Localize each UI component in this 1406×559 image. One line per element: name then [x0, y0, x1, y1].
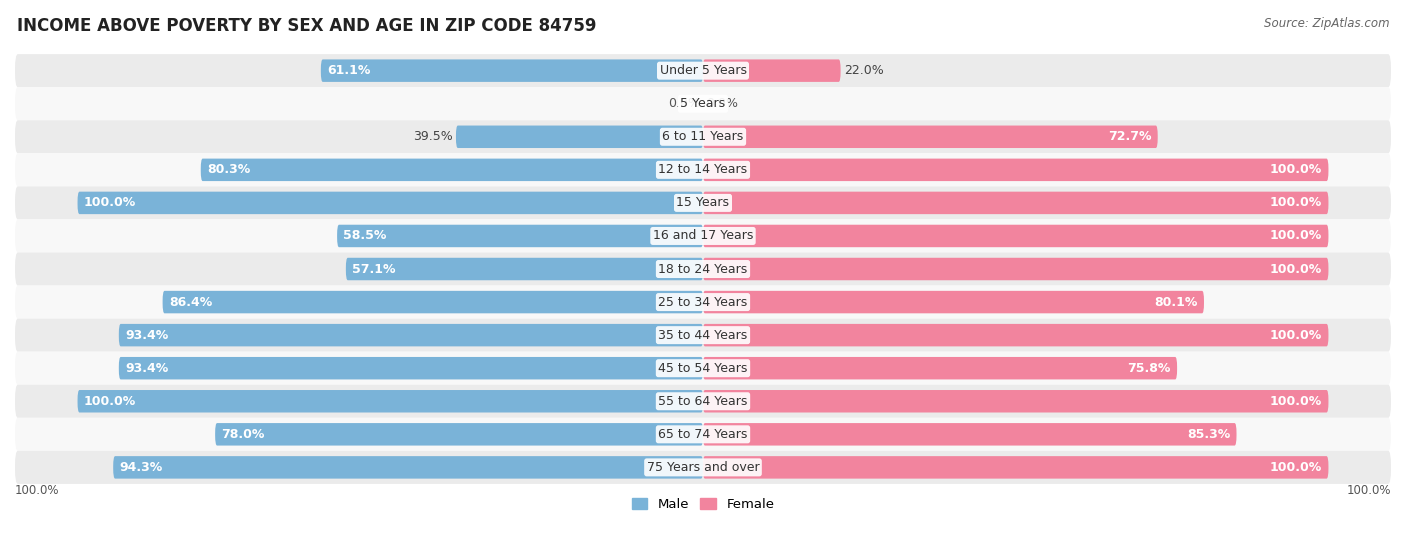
Text: 16 and 17 Years: 16 and 17 Years [652, 229, 754, 243]
Text: 72.7%: 72.7% [1108, 130, 1152, 143]
FancyBboxPatch shape [114, 456, 703, 479]
FancyBboxPatch shape [15, 54, 1391, 87]
FancyBboxPatch shape [201, 159, 703, 181]
Legend: Male, Female: Male, Female [626, 492, 780, 516]
Text: 39.5%: 39.5% [413, 130, 453, 143]
FancyBboxPatch shape [15, 120, 1391, 153]
Text: 5 Years: 5 Years [681, 97, 725, 110]
FancyBboxPatch shape [703, 225, 1329, 247]
Text: 25 to 34 Years: 25 to 34 Years [658, 296, 748, 309]
FancyBboxPatch shape [703, 59, 841, 82]
Text: 93.4%: 93.4% [125, 362, 169, 375]
FancyBboxPatch shape [120, 324, 703, 347]
FancyBboxPatch shape [15, 87, 1391, 120]
Text: Under 5 Years: Under 5 Years [659, 64, 747, 77]
Text: 80.3%: 80.3% [207, 163, 250, 176]
FancyBboxPatch shape [15, 153, 1391, 186]
FancyBboxPatch shape [346, 258, 703, 280]
Text: 22.0%: 22.0% [844, 64, 883, 77]
Text: 100.0%: 100.0% [1270, 461, 1322, 474]
FancyBboxPatch shape [15, 286, 1391, 319]
Text: 85.3%: 85.3% [1187, 428, 1230, 441]
FancyBboxPatch shape [15, 385, 1391, 418]
Text: 86.4%: 86.4% [169, 296, 212, 309]
FancyBboxPatch shape [703, 159, 1329, 181]
Text: 0.0%: 0.0% [706, 97, 738, 110]
Text: 100.0%: 100.0% [1270, 229, 1322, 243]
FancyBboxPatch shape [77, 390, 703, 413]
Text: 18 to 24 Years: 18 to 24 Years [658, 263, 748, 276]
Text: 100.0%: 100.0% [84, 395, 136, 408]
Text: INCOME ABOVE POVERTY BY SEX AND AGE IN ZIP CODE 84759: INCOME ABOVE POVERTY BY SEX AND AGE IN Z… [17, 17, 596, 35]
FancyBboxPatch shape [15, 352, 1391, 385]
Text: 61.1%: 61.1% [328, 64, 370, 77]
Text: Source: ZipAtlas.com: Source: ZipAtlas.com [1264, 17, 1389, 30]
Text: 100.0%: 100.0% [84, 196, 136, 210]
FancyBboxPatch shape [456, 126, 703, 148]
FancyBboxPatch shape [15, 253, 1391, 286]
FancyBboxPatch shape [15, 220, 1391, 253]
FancyBboxPatch shape [15, 319, 1391, 352]
Text: 75 Years and over: 75 Years and over [647, 461, 759, 474]
Text: 100.0%: 100.0% [1270, 329, 1322, 342]
FancyBboxPatch shape [120, 357, 703, 380]
Text: 55 to 64 Years: 55 to 64 Years [658, 395, 748, 408]
FancyBboxPatch shape [337, 225, 703, 247]
Text: 100.0%: 100.0% [1270, 263, 1322, 276]
Text: 57.1%: 57.1% [352, 263, 395, 276]
FancyBboxPatch shape [15, 418, 1391, 451]
FancyBboxPatch shape [703, 291, 1204, 314]
FancyBboxPatch shape [703, 192, 1329, 214]
Text: 100.0%: 100.0% [1270, 163, 1322, 176]
Text: 78.0%: 78.0% [221, 428, 264, 441]
Text: 100.0%: 100.0% [1347, 484, 1391, 497]
FancyBboxPatch shape [703, 357, 1177, 380]
FancyBboxPatch shape [321, 59, 703, 82]
Text: 0.0%: 0.0% [668, 97, 700, 110]
FancyBboxPatch shape [15, 451, 1391, 484]
Text: 93.4%: 93.4% [125, 329, 169, 342]
FancyBboxPatch shape [703, 456, 1329, 479]
Text: 100.0%: 100.0% [1270, 196, 1322, 210]
Text: 58.5%: 58.5% [343, 229, 387, 243]
Text: 65 to 74 Years: 65 to 74 Years [658, 428, 748, 441]
Text: 35 to 44 Years: 35 to 44 Years [658, 329, 748, 342]
FancyBboxPatch shape [703, 258, 1329, 280]
Text: 12 to 14 Years: 12 to 14 Years [658, 163, 748, 176]
FancyBboxPatch shape [703, 390, 1329, 413]
Text: 75.8%: 75.8% [1128, 362, 1171, 375]
FancyBboxPatch shape [215, 423, 703, 446]
FancyBboxPatch shape [703, 423, 1236, 446]
Text: 80.1%: 80.1% [1154, 296, 1198, 309]
Text: 15 Years: 15 Years [676, 196, 730, 210]
Text: 100.0%: 100.0% [15, 484, 59, 497]
Text: 100.0%: 100.0% [1270, 395, 1322, 408]
FancyBboxPatch shape [163, 291, 703, 314]
FancyBboxPatch shape [77, 192, 703, 214]
FancyBboxPatch shape [15, 186, 1391, 220]
FancyBboxPatch shape [703, 126, 1157, 148]
FancyBboxPatch shape [703, 324, 1329, 347]
Text: 94.3%: 94.3% [120, 461, 163, 474]
Text: 45 to 54 Years: 45 to 54 Years [658, 362, 748, 375]
Text: 6 to 11 Years: 6 to 11 Years [662, 130, 744, 143]
